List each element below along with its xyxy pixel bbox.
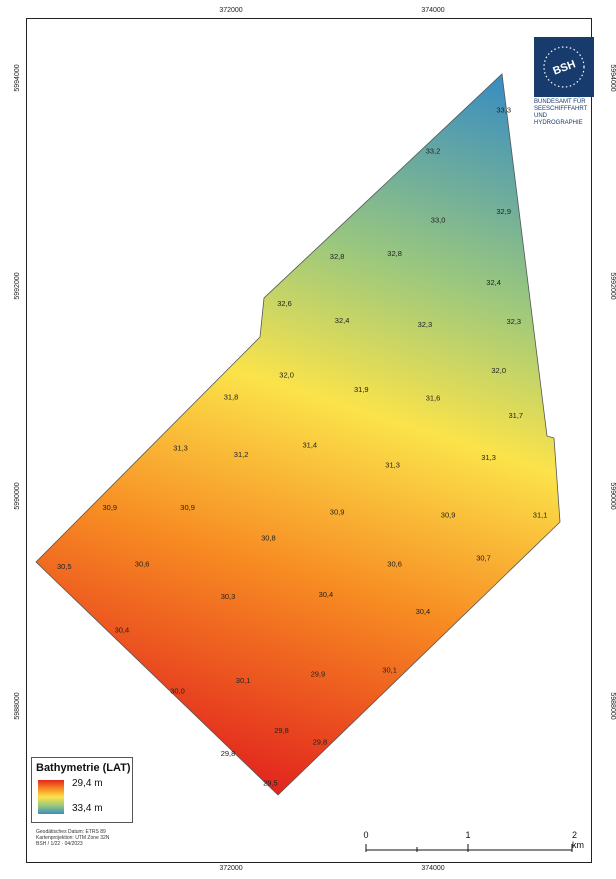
bsh-logo: BSH BUNDESAMT FÜR SEESCHIFFFAHRT UND HYD…	[534, 37, 594, 117]
depth-label: 29,8	[221, 749, 236, 758]
depth-label: 31,3	[173, 444, 188, 453]
depth-label: 32,0	[279, 370, 294, 379]
depth-label: 31,2	[234, 450, 249, 459]
legend-title: Bathymetrie (LAT)	[36, 762, 131, 774]
depth-label: 29,9	[311, 670, 326, 679]
depth-label: 30,1	[382, 665, 397, 674]
depth-label: 29,8	[274, 726, 289, 735]
depth-label: 30,9	[102, 503, 117, 512]
depth-label: 32,4	[486, 278, 501, 287]
depth-label: 32,8	[387, 249, 402, 258]
map-metadata: Geodätisches Datum: ETRS 89 Kartenprojek…	[36, 829, 109, 847]
depth-label: 30,0	[170, 686, 185, 695]
depth-label: 29,5	[263, 778, 278, 787]
depth-label: 32,3	[418, 320, 433, 329]
depth-label: 31,9	[354, 385, 369, 394]
legend-max-label: 29,4 m	[72, 778, 103, 789]
depth-label: 31,1	[533, 511, 548, 520]
depth-label: 29,8	[313, 738, 328, 747]
depth-label: 30,9	[180, 503, 195, 512]
depth-label: 31,7	[508, 411, 523, 420]
depth-label: 31,8	[224, 392, 239, 401]
depth-label: 30,3	[221, 592, 236, 601]
scale-bar: 0 1 2 km	[360, 830, 590, 860]
depth-label: 30,7	[476, 553, 491, 562]
depth-label: 32,9	[496, 207, 511, 216]
depth-label: 31,3	[481, 453, 496, 462]
depth-label: 32,3	[506, 317, 521, 326]
bsh-logo-text: BUNDESAMT FÜR SEESCHIFFFAHRT UND HYDROGR…	[534, 99, 604, 127]
depth-label: 33,3	[496, 106, 511, 115]
depth-label: 30,9	[441, 511, 456, 520]
depth-label: 32,0	[491, 366, 506, 375]
depth-label: 30,4	[115, 626, 130, 635]
bsh-logo-badge: BSH	[534, 37, 594, 97]
survey-area-polygon	[36, 74, 560, 795]
depth-label: 33,0	[431, 215, 446, 224]
svg-text:BSH: BSH	[551, 58, 577, 77]
depth-label: 30,8	[261, 534, 276, 543]
legend-color-ramp	[38, 780, 64, 814]
depth-label: 30,9	[330, 507, 345, 516]
legend-min-label: 33,4 m	[72, 803, 103, 814]
depth-label: 32,6	[277, 299, 292, 308]
depth-label: 30,1	[236, 676, 251, 685]
depth-label: 33,2	[426, 146, 441, 155]
depth-label: 30,6	[387, 560, 402, 569]
legend: Bathymetrie (LAT) 29,4 m 33,4 m	[31, 757, 133, 823]
depth-label: 31,4	[302, 440, 317, 449]
depth-label: 32,4	[335, 316, 350, 325]
depth-label: 30,4	[416, 607, 431, 616]
depth-label: 30,5	[57, 562, 72, 571]
depth-label: 32,8	[330, 252, 345, 261]
depth-label: 31,6	[426, 393, 441, 402]
depth-label: 30,6	[135, 560, 150, 569]
depth-label: 30,4	[319, 590, 334, 599]
depth-label: 31,3	[385, 460, 400, 469]
